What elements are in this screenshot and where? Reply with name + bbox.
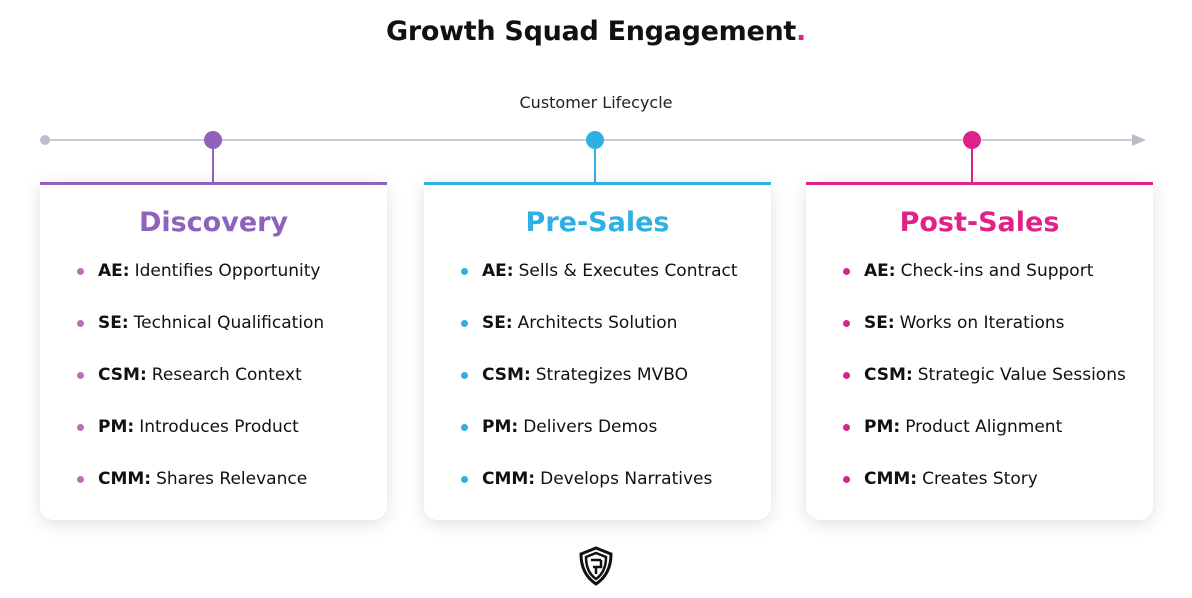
timeline-start-dot: [40, 135, 50, 145]
role-task: Strategic Value Sessions: [917, 365, 1126, 385]
role-label: PM:: [482, 417, 519, 437]
bullet-icon: [843, 476, 850, 483]
role-label: SE:: [864, 313, 895, 333]
role-label: CMM:: [482, 469, 536, 489]
stage-card-discovery: Discovery AE: Identifies Opportunity SE: Tec…: [40, 182, 387, 520]
stage-item-list: AE: Sells & Executes Contract SE: Architect…: [424, 261, 771, 521]
role-label: PM:: [98, 417, 135, 437]
list-item: PM: Delivers Demos: [461, 417, 771, 469]
timeline-label: Customer Lifecycle: [519, 93, 673, 112]
role-task: Delivers Demos: [523, 417, 658, 437]
role-task: Strategizes MVBO: [535, 365, 688, 385]
stage-title: Post-Sales: [899, 207, 1060, 238]
list-item: SE: Works on Iterations: [843, 313, 1153, 365]
stage-card-pre-sales: Pre-Sales AE: Sells & Executes Contract SE:…: [424, 182, 771, 520]
role-label: SE:: [98, 313, 129, 333]
role-task: Sells & Executes Contract: [518, 261, 738, 281]
bullet-icon: [843, 424, 850, 431]
role-task: Introduces Product: [139, 417, 299, 437]
stage-item-list: AE: Check-ins and Support SE: Works on Iter…: [806, 261, 1153, 521]
bullet-icon: [461, 268, 468, 275]
stage-title: Pre-Sales: [525, 207, 670, 238]
role-task: Technical Qualification: [133, 313, 325, 333]
timeline-stem-discovery: [212, 148, 214, 183]
bullet-icon: [461, 320, 468, 327]
list-item: CMM: Develops Narratives: [461, 469, 771, 521]
bullet-icon: [461, 424, 468, 431]
list-item: PM: Introduces Product: [77, 417, 387, 469]
bullet-icon: [461, 476, 468, 483]
list-item: PM: Product Alignment: [843, 417, 1153, 469]
list-item: CMM: Shares Relevance: [77, 469, 387, 521]
timeline-stem-pre-sales: [594, 148, 596, 183]
bullet-icon: [77, 424, 84, 431]
role-label: AE:: [864, 261, 896, 281]
bullet-icon: [77, 372, 84, 379]
shield-logo-icon: [579, 546, 613, 586]
bullet-icon: [77, 476, 84, 483]
timeline-stem-post-sales: [971, 148, 973, 183]
timeline-node-pre-sales: [586, 131, 604, 149]
list-item: CMM: Creates Story: [843, 469, 1153, 521]
list-item: CSM: Strategic Value Sessions: [843, 365, 1153, 417]
role-task: Shares Relevance: [156, 469, 308, 489]
role-task: Creates Story: [922, 469, 1038, 489]
list-item: SE: Technical Qualification: [77, 313, 387, 365]
bullet-icon: [843, 320, 850, 327]
list-item: SE: Architects Solution: [461, 313, 771, 365]
role-label: CMM:: [864, 469, 918, 489]
role-task: Research Context: [151, 365, 302, 385]
role-label: CSM:: [864, 365, 913, 385]
role-task: Works on Iterations: [899, 313, 1065, 333]
role-label: CSM:: [98, 365, 147, 385]
role-task: Identifies Opportunity: [134, 261, 321, 281]
bullet-icon: [77, 320, 84, 327]
bullet-icon: [461, 372, 468, 379]
timeline-node-discovery: [204, 131, 222, 149]
page-title: Growth Squad Engagement.: [0, 16, 1192, 47]
timeline-node-post-sales: [963, 131, 981, 149]
bullet-icon: [843, 372, 850, 379]
stage-card-post-sales: Post-Sales AE: Check-ins and Support SE: Wor…: [806, 182, 1153, 520]
list-item: AE: Sells & Executes Contract: [461, 261, 771, 313]
list-item: AE: Check-ins and Support: [843, 261, 1153, 313]
title-dot: .: [796, 16, 806, 47]
list-item: CSM: Research Context: [77, 365, 387, 417]
role-label: SE:: [482, 313, 513, 333]
bullet-icon: [843, 268, 850, 275]
role-task: Architects Solution: [517, 313, 678, 333]
list-item: AE: Identifies Opportunity: [77, 261, 387, 313]
role-task: Develops Narratives: [540, 469, 713, 489]
role-task: Check-ins and Support: [900, 261, 1094, 281]
bullet-icon: [77, 268, 84, 275]
timeline-arrow-icon: [1132, 134, 1146, 146]
stage-item-list: AE: Identifies Opportunity SE: Technical Qu…: [40, 261, 387, 521]
role-label: AE:: [98, 261, 130, 281]
stage-title: Discovery: [138, 207, 289, 238]
role-label: CMM:: [98, 469, 152, 489]
list-item: CSM: Strategizes MVBO: [461, 365, 771, 417]
role-label: PM:: [864, 417, 901, 437]
title-text: Growth Squad Engagement: [386, 16, 796, 47]
role-label: AE:: [482, 261, 514, 281]
role-task: Product Alignment: [905, 417, 1063, 437]
role-label: CSM:: [482, 365, 531, 385]
